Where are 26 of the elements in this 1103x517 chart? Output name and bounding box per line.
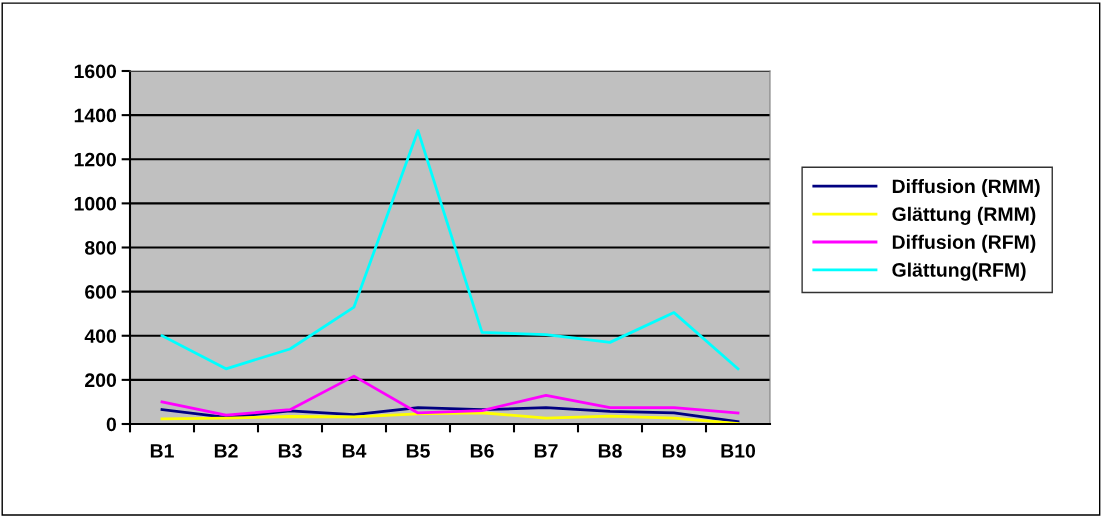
x-tick-label: B10 <box>721 443 756 458</box>
x-tick-label: B9 <box>662 443 686 458</box>
y-tick-label: 800 <box>84 240 117 255</box>
legend-label: Diffusion (RFM) <box>892 234 1036 253</box>
x-tick-label: B7 <box>534 444 558 458</box>
x-tick-label: B1 <box>150 444 174 458</box>
y-tick-label: 0 <box>106 417 117 432</box>
y-tick-label: 1600 <box>74 64 117 79</box>
legend-label: Glättung(RFM) <box>892 262 1026 281</box>
line-series <box>160 374 740 417</box>
x-tick-label: B6 <box>470 443 494 458</box>
y-tick-label: 1400 <box>74 108 117 123</box>
x-tick-label: B5 <box>406 444 430 458</box>
x-tick-label: B3 <box>278 443 302 458</box>
y-tick-label: 400 <box>84 329 117 343</box>
y-tick-label: 200 <box>85 373 117 388</box>
x-tick-label: B8 <box>598 443 622 458</box>
y-tick-label: 1200 <box>74 152 117 167</box>
y-tick-label: 1000 <box>74 196 117 211</box>
legend-label: Diffusion (RMM) <box>892 178 1040 198</box>
legend-label: Glättung (RMM) <box>892 206 1036 225</box>
line-series <box>160 411 740 424</box>
y-tick-label: 600 <box>85 285 117 299</box>
x-tick-label: B2 <box>214 443 238 458</box>
line-series <box>160 129 740 371</box>
x-tick-label: B4 <box>342 444 367 458</box>
